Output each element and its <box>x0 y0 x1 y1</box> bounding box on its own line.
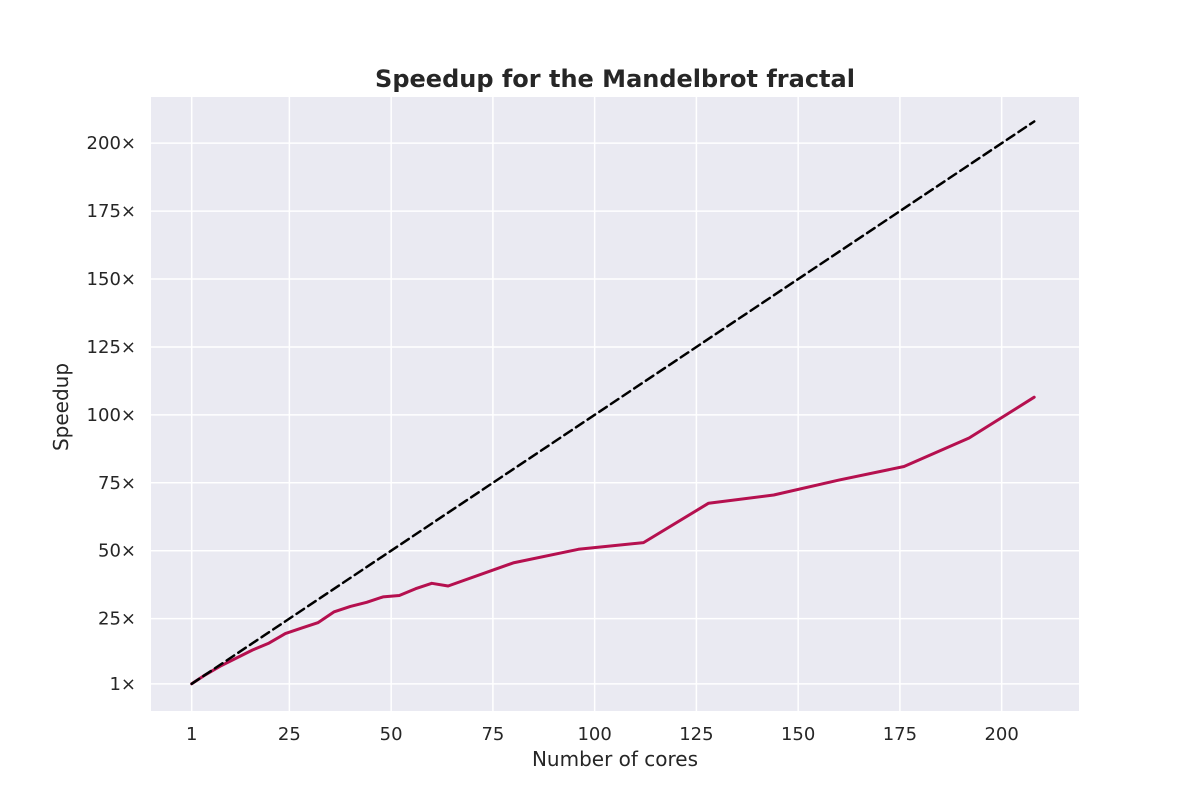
grid-lines <box>151 97 1079 711</box>
chart-title: Speedup for the Mandelbrot fractal <box>375 65 855 93</box>
x-tick-label: 1 <box>186 724 197 745</box>
plot-area <box>151 97 1079 711</box>
y-tick-label: 100× <box>87 405 136 426</box>
x-tick-label: 50 <box>380 724 403 745</box>
y-tick-label: 150× <box>87 269 136 290</box>
y-tick-label: 1× <box>109 674 136 695</box>
x-tick-label: 100 <box>577 724 611 745</box>
x-tick-label: 200 <box>984 724 1018 745</box>
tick-labels: 1 25 50 75 100 125 150 175 2001×25×50×75×100×125… <box>87 133 1019 745</box>
ideal-speedup-line <box>190 120 1036 686</box>
y-tick-label: 75× <box>98 473 136 494</box>
x-tick-label: 175 <box>883 724 917 745</box>
x-tick-label: 150 <box>781 724 815 745</box>
y-tick-label: 175× <box>87 201 136 222</box>
x-tick-label: 75 <box>481 724 504 745</box>
y-tick-label: 125× <box>87 337 136 358</box>
y-tick-label: 25× <box>98 609 136 630</box>
x-axis-label: Number of cores <box>532 747 698 771</box>
x-tick-label: 125 <box>679 724 713 745</box>
y-tick-label: 200× <box>87 133 136 154</box>
x-tick-label: 25 <box>278 724 301 745</box>
series-layer <box>190 120 1036 686</box>
measured-speedup-line <box>190 395 1036 686</box>
y-tick-label: 50× <box>98 541 136 562</box>
y-axis-label: Speedup <box>49 363 73 451</box>
